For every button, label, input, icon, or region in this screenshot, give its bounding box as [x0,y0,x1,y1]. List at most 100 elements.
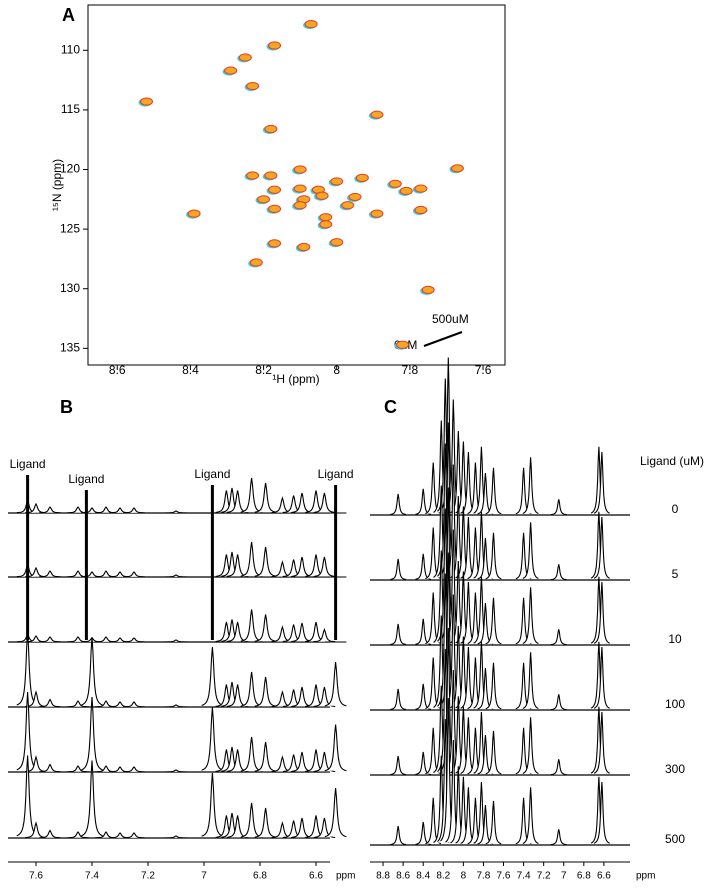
spectrum-peak [313,492,336,514]
x-tick-label: 7.8 [476,871,490,882]
spectrum-peak [165,769,187,773]
spectrum-peak [39,829,61,839]
peak [388,179,402,188]
peak [355,173,369,182]
peak [224,66,238,75]
peak [249,258,263,267]
spectrum-peak [123,637,145,643]
spectrum-peak [254,676,277,707]
spectrum-peak [550,759,567,776]
y-tick-label: 115 [61,102,80,116]
x-tick-label: 7 [561,871,567,882]
spectrum-peak [165,835,187,839]
x-tick-label: 8.2 [436,871,450,882]
spectrum-peak [123,832,145,839]
peak [257,195,271,204]
ligand-label: Ligand [194,467,230,481]
spectrum-peak [95,570,117,578]
spectrum-peak [324,787,347,838]
spectrum-peak [123,766,145,773]
x-tick-label: 6.6 [309,871,323,882]
x-unit: ppm [336,871,355,882]
peak [330,177,344,186]
peak [140,97,154,106]
x-tick-label: 7.6 [497,871,511,882]
trace-label: 10 [668,632,682,646]
spectrum-peak [254,807,277,838]
x-axis-title: ¹H (ppm) [272,372,319,386]
spectrum-peak [254,614,277,642]
spectrum-peak [240,609,263,642]
peak [399,186,413,196]
spectrum-peak [39,698,61,708]
spectrum-peak [485,730,502,775]
spectrum-peak [39,506,61,514]
peak [348,192,362,202]
peak [293,165,307,174]
spectrum-peak [240,541,263,577]
spectrum-peak [390,756,406,776]
spectrum-peak [80,760,104,837]
spectrum-peak [390,493,406,515]
peak [450,164,464,173]
x-tick-label: 6.6 [597,871,611,882]
x-tick-label: 8.8 [376,871,390,882]
y-tick-label: 125 [60,221,80,235]
spectrum-peak [550,629,567,646]
spectrum-peak [485,532,502,580]
spectrum-peak [240,802,263,838]
x-tick-label: 7.8 [402,363,419,377]
y-axis-title: ¹⁵N (ppm) [50,159,64,211]
spectrum-peak [81,636,103,706]
peak [315,191,329,200]
trace-label: 5 [672,567,679,581]
spectrum-peak [390,826,406,846]
y-tick-label: 135 [60,340,80,354]
peak [268,41,282,50]
spectrum-peak [313,556,336,578]
peak [264,124,278,134]
spectrum-peak [313,751,336,773]
trace-label: 100 [665,697,685,711]
spectrum-peak [39,636,61,643]
spectrum-peak [67,831,89,839]
x-tick-label: 7.6 [475,363,492,377]
x-tick-label: 7.2 [141,871,155,882]
spectrum-peak [522,652,539,709]
spectrum-peak [201,706,224,771]
spectrum-peak [123,701,145,708]
spectrum-peak [313,627,336,643]
x-tick-label: 7.4 [85,871,99,882]
peak [414,205,428,215]
spectrum-peak [67,765,89,773]
spectrum-peak [550,694,567,711]
spectrum-peak [550,564,567,581]
trace-label: 300 [665,762,685,776]
spectrum-peak [95,506,117,514]
x-tick-label: 8.2 [255,363,272,377]
peak [330,238,344,247]
x-tick-label: 8 [333,363,340,377]
x-unit: ppm [636,871,655,882]
spectrum-peak [39,570,61,578]
x-tick-label: 7.6 [29,871,43,882]
peak [421,285,435,295]
spectrum-peak [240,736,263,772]
spectrum-peak [390,558,406,580]
spectrum-peak [254,741,277,772]
peak [246,81,260,91]
spectrum-peak [593,451,610,514]
x-tick-label: 6.8 [253,871,267,882]
spectrum-peak [67,700,89,708]
spectrum-peak [165,510,187,514]
spectrum-peak [550,499,567,516]
x-tick-label: 8.6 [396,871,410,882]
annotation: 500uM [432,312,469,326]
peak [370,209,384,218]
peak [370,110,384,119]
x-tick-label: 7 [201,871,207,882]
peak [396,340,410,349]
titration-arrow [423,331,463,347]
spectrum-peak [123,507,145,514]
